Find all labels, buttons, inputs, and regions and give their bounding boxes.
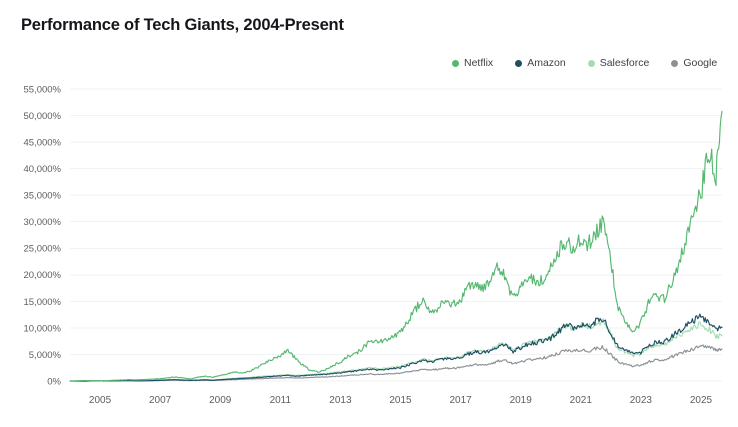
y-axis-tick-label: 15,000% <box>23 297 61 308</box>
legend-label: Google <box>683 57 718 69</box>
series-line-amazon <box>69 313 723 382</box>
x-axis-tick-label: 2005 <box>89 395 112 406</box>
x-axis-tick-label: 2013 <box>329 395 352 406</box>
legend-dot-icon <box>671 59 679 67</box>
x-axis-tick-labels: 2005 2007 2009 2011 2013 2015 2017 2019 2021 2023… <box>89 395 713 406</box>
x-axis-tick-label: 2015 <box>389 395 412 406</box>
y-axis-tick-label: 10,000% <box>23 323 61 334</box>
legend-item-salesforce[interactable]: Salesforce <box>587 57 650 69</box>
legend-dot-icon <box>587 59 595 67</box>
y-axis-tick-label: 55,000% <box>23 84 61 95</box>
x-axis-tick-label: 2023 <box>630 395 653 406</box>
y-axis-tick-label: 50,000% <box>23 111 61 122</box>
y-axis-tick-labels: 0% 5,000% 10,000% 15,000% 20,000% 25,000% 30,0… <box>23 84 61 387</box>
x-axis-tick-label: 2021 <box>570 395 593 406</box>
y-axis-tick-label: 45,000% <box>23 137 61 148</box>
legend-dot-icon <box>452 59 459 67</box>
legend-dot-icon <box>515 59 523 67</box>
x-axis-tick-label: 2007 <box>149 395 172 406</box>
page-title: Performance of Tech Giants, 2004-Present <box>21 16 344 34</box>
legend-label: Amazon <box>527 57 566 69</box>
y-axis-tick-label: 30,000% <box>23 217 61 228</box>
y-axis-tick-label: 35,000% <box>23 191 61 202</box>
series-line-netflix <box>69 110 723 382</box>
legend-item-google[interactable]: Google <box>671 58 717 69</box>
legend-label: Salesforce <box>599 57 650 69</box>
x-axis-tick-label: 2019 <box>510 395 533 406</box>
legend-label: Netflix <box>464 57 494 69</box>
x-axis-tick-label: 2025 <box>690 395 713 406</box>
x-axis-tick-label: 2017 <box>449 395 472 406</box>
y-axis-tick-label: 40,000% <box>23 164 61 175</box>
y-axis-tick-label: 5,000% <box>29 350 62 361</box>
x-axis-tick-label: 2009 <box>209 395 232 406</box>
chart-legend: Netflix Amazon Salesforce Google <box>452 58 717 69</box>
y-axis-tick-label: 25,000% <box>23 244 61 255</box>
legend-item-netflix[interactable]: Netflix <box>452 58 493 69</box>
x-axis-tick-label: 2011 <box>270 395 292 406</box>
series-lines <box>69 110 723 382</box>
legend-item-amazon[interactable]: Amazon <box>515 58 566 69</box>
gridlines <box>70 88 722 382</box>
y-axis-tick-label: 20,000% <box>23 270 61 281</box>
y-axis-tick-label: 0% <box>47 376 61 387</box>
